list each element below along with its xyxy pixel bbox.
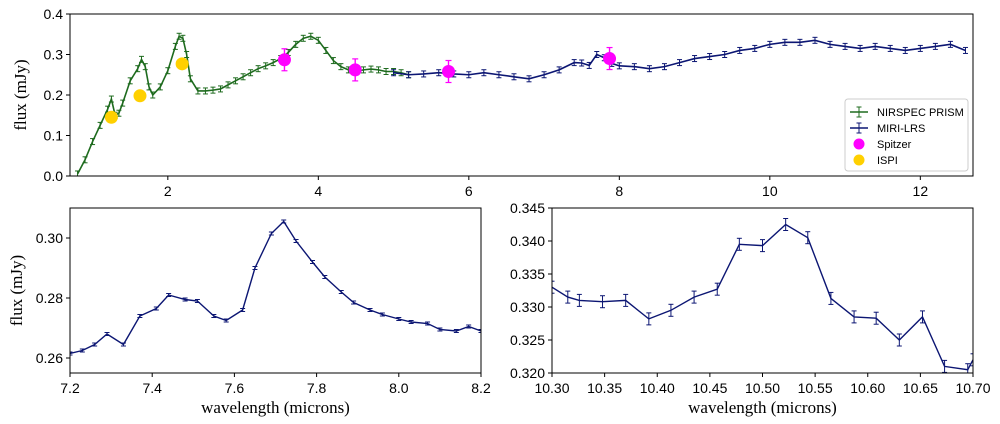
y-tick-label: 0.4 bbox=[44, 6, 64, 22]
legend-marker bbox=[853, 138, 865, 150]
chart-panel-2: 7.2 7.4 7.6 7.8 8.0 8.2 0.26 0.28 0.30 wavelength… bbox=[7, 207, 491, 417]
legend-label: MIRI-LRS bbox=[877, 123, 925, 135]
legend-label: ISPI bbox=[877, 155, 898, 167]
series-1 bbox=[552, 218, 973, 373]
plot-area bbox=[70, 219, 481, 356]
x-tick-label: 8 bbox=[615, 183, 623, 199]
x-tick-label: 7.2 bbox=[60, 380, 80, 396]
y-tick-label: 0.1 bbox=[44, 128, 64, 144]
plot-area bbox=[75, 32, 968, 176]
y-axis-label: flux (mJy) bbox=[11, 59, 30, 130]
y-tick-label: 0.0 bbox=[44, 168, 64, 184]
x-tick-label: 6 bbox=[465, 183, 473, 199]
legend-marker bbox=[853, 154, 865, 166]
data-point bbox=[175, 57, 189, 71]
series-2 bbox=[391, 36, 968, 83]
legend-label: NIRSPEC PRISM bbox=[877, 107, 964, 119]
y-tick-label: 0.330 bbox=[510, 299, 545, 315]
y-tick-label: 0.325 bbox=[510, 332, 545, 348]
x-tick-label: 10.35 bbox=[587, 380, 622, 396]
x-tick-label: 4 bbox=[314, 183, 322, 199]
x-tick-label: 12 bbox=[913, 183, 929, 199]
y-tick-label: 0.335 bbox=[510, 266, 545, 282]
data-point bbox=[603, 52, 617, 66]
y-tick-label: 0.26 bbox=[36, 350, 63, 366]
y-tick-label: 0.345 bbox=[510, 200, 545, 216]
y-tick-label: 0.3 bbox=[44, 47, 64, 63]
x-axis-label: wavelength (microns) bbox=[201, 398, 350, 417]
legend-box bbox=[844, 98, 969, 172]
y-tick-label: 0.340 bbox=[510, 233, 545, 249]
x-tick-label: 10.50 bbox=[745, 380, 780, 396]
y-axis-label: flux (mJy) bbox=[7, 255, 26, 326]
data-point bbox=[348, 63, 362, 77]
data-point bbox=[104, 110, 118, 124]
series-line bbox=[76, 35, 409, 175]
legend: NIRSPEC PRISM MIRI-LRS Spitzer ISPI bbox=[844, 98, 969, 172]
x-tick-label: 10.45 bbox=[692, 380, 727, 396]
axes-frame bbox=[69, 13, 974, 177]
series-line bbox=[393, 39, 966, 80]
chart-panel-3: 10.30 10.35 10.40 10.45 10.50 10.55 10.60 10.65… bbox=[510, 200, 991, 417]
series-4 bbox=[104, 57, 189, 124]
axes-frame bbox=[551, 207, 974, 374]
plot-area bbox=[552, 218, 973, 373]
data-point bbox=[442, 65, 456, 79]
x-tick-label: 10.30 bbox=[534, 380, 569, 396]
legend-label: Spitzer bbox=[877, 139, 912, 151]
x-axis-label: wavelength (microns) bbox=[688, 398, 837, 417]
x-tick-label: 10.40 bbox=[640, 380, 675, 396]
data-point bbox=[133, 89, 147, 103]
x-tick-label: 10.65 bbox=[903, 380, 938, 396]
series-1 bbox=[75, 32, 412, 176]
x-tick-label: 7.4 bbox=[142, 380, 162, 396]
y-tick-label: 0.2 bbox=[44, 87, 64, 103]
x-tick-label: 8.2 bbox=[471, 380, 491, 396]
series-line bbox=[70, 220, 481, 355]
x-tick-label: 7.6 bbox=[225, 380, 245, 396]
x-tick-label: 10 bbox=[762, 183, 778, 199]
x-tick-label: 7.8 bbox=[307, 380, 327, 396]
y-tick-label: 0.28 bbox=[36, 290, 63, 306]
x-tick-label: 10.55 bbox=[798, 380, 833, 396]
y-tick-label: 0.30 bbox=[36, 230, 63, 246]
data-point bbox=[277, 53, 291, 67]
x-tick-label: 10.60 bbox=[850, 380, 885, 396]
chart-panel-1: 2 4 6 8 10 12 0.0 0.1 0.2 0.3 0.4 flux (mJy) NIRSPEC… bbox=[11, 6, 974, 199]
series-1 bbox=[70, 219, 481, 356]
x-tick-label: 8.0 bbox=[389, 380, 409, 396]
y-tick-label: 0.320 bbox=[510, 365, 545, 381]
x-tick-label: 2 bbox=[164, 183, 172, 199]
x-tick-label: 10.70 bbox=[955, 380, 990, 396]
axes-frame bbox=[69, 207, 482, 374]
series-3 bbox=[277, 46, 617, 84]
